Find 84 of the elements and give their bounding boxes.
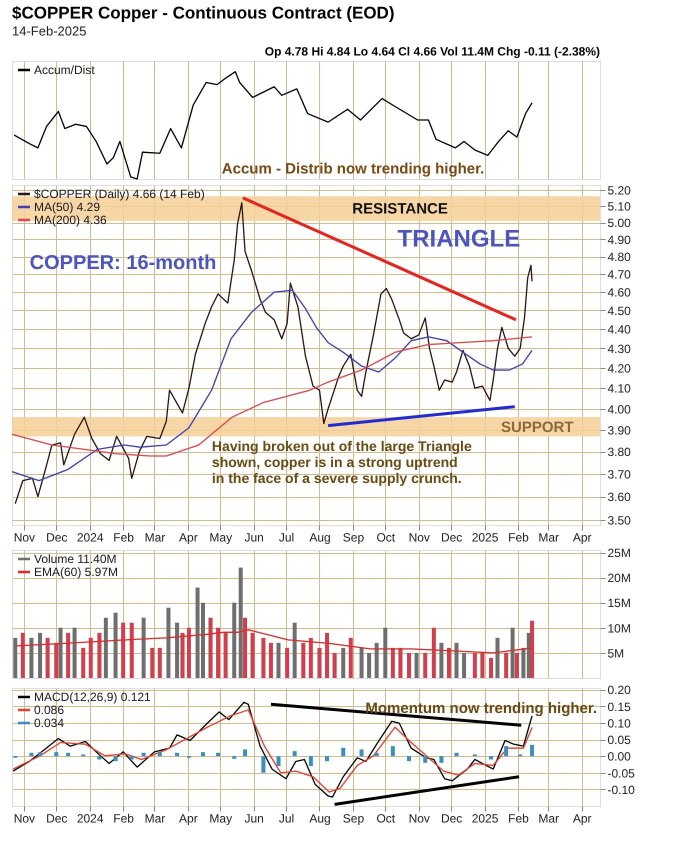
y-tick-label: 0.00 <box>608 750 632 764</box>
y-tick-label: 4.90 <box>608 232 632 247</box>
y-tick-label: 4.00 <box>608 402 632 416</box>
x-tick-label: 2024 <box>76 530 104 544</box>
x-tick-label: Dec <box>46 530 68 544</box>
legend-label: Volume 11.40M <box>34 552 116 566</box>
y-tick-label: 0.05 <box>608 733 632 748</box>
x-tick-label: Mar <box>538 812 560 826</box>
x-tick-label: Dec <box>440 812 462 826</box>
legend-label: EMA(60) 5.97M <box>34 565 118 579</box>
x-tick-label: Dec <box>46 812 68 826</box>
y-tick-label: 10M <box>608 621 631 636</box>
x-tick-label: Nov <box>408 812 430 826</box>
y-tick-label: 3.70 <box>608 467 632 482</box>
x-tick-label: Mar <box>144 812 166 826</box>
x-tick-label: Feb <box>113 812 134 826</box>
y-tick-label: 5.20 <box>608 183 632 198</box>
text: Op 4.78 Hi 4.84 Lo 4.64 Cl 4.66 Vol 11.4M Chg -0.11 (-2.38%) <box>264 44 600 59</box>
y-tick-label: 0.15 <box>608 700 632 714</box>
x-tick-label: Oct <box>376 530 396 544</box>
y-tick-label: 3.60 <box>608 490 632 504</box>
x-tick-label: Jun <box>244 812 264 826</box>
x-tick-label: 2024 <box>76 812 104 826</box>
x-tick-label: Nov <box>14 812 36 826</box>
legend-label: MA(50) 4.29 <box>34 200 100 214</box>
legend-label: 0.086 <box>34 703 64 717</box>
y-tick-label: 4.30 <box>608 342 632 356</box>
x-tick-label: Aug <box>309 530 331 544</box>
y-tick-label: 0.20 <box>608 683 632 698</box>
chart-title: $COPPER Copper - Continuous Contract (EOD) <box>12 4 394 23</box>
y-tick-label: 4.20 <box>608 362 632 376</box>
x-tick-label: Jul <box>278 530 294 544</box>
y-tick-label: 4.80 <box>608 250 632 264</box>
x-tick-label: Feb <box>508 812 530 826</box>
line-series <box>14 629 533 654</box>
y-tick-label: 3.90 <box>608 423 632 438</box>
y-tick-label: 5.10 <box>608 200 632 214</box>
x-tick-label: Apr <box>179 812 198 826</box>
x-tick-label: Sep <box>342 812 364 826</box>
x-tick-label: 2025 <box>472 812 499 826</box>
x-tick-label: Nov <box>14 530 36 544</box>
x-tick-label: Sep <box>342 530 364 544</box>
legend-label: $COPPER (Daily) 4.66 (14 Feb) <box>34 187 205 201</box>
y-tick-label: 3.80 <box>608 445 632 460</box>
y-tick-label: -0.05 <box>608 766 636 780</box>
legend-label: MA(200) 4.36 <box>34 213 108 227</box>
band-label: RESISTANCE <box>352 200 448 218</box>
legend-label: MACD(12,26,9) 0.121 <box>34 690 152 704</box>
x-tick-label: May <box>209 530 232 544</box>
legend-label: Accum/Dist <box>34 63 96 77</box>
y-tick-label: 20M <box>608 571 631 586</box>
chart-subtitle: 14-Feb-2025 <box>12 24 86 39</box>
annotation: Accum - Distrib now trending higher. <box>222 160 484 178</box>
x-tick-label: Feb <box>508 530 530 544</box>
x-tick-label: Feb <box>113 530 134 544</box>
y-tick-label: 25M <box>608 546 631 560</box>
x-tick-label: Aug <box>309 812 331 826</box>
x-tick-label: Nov <box>408 530 430 544</box>
y-tick-label: 4.70 <box>608 268 632 282</box>
y-tick-label: 5.00 <box>608 216 632 230</box>
x-tick-label: Oct <box>376 812 396 826</box>
y-tick-label: 0.10 <box>608 716 632 730</box>
x-tick-label: Jul <box>278 812 294 826</box>
y-tick-label: 3.50 <box>608 514 632 528</box>
y-tick-label: 4.60 <box>608 286 632 300</box>
legend-label: 0.034 <box>34 716 64 730</box>
x-tick-label: Dec <box>440 530 462 544</box>
x-tick-label: 2025 <box>472 530 499 544</box>
x-tick-label: Apr <box>572 812 592 826</box>
y-tick-label: -0.10 <box>608 782 636 797</box>
y-tick-label: 4.50 <box>608 304 632 318</box>
x-tick-label: Jun <box>244 530 264 544</box>
x-tick-label: Mar <box>144 530 166 544</box>
y-tick-label: 4.10 <box>608 382 632 396</box>
y-tick-label: 4.40 <box>608 322 632 337</box>
x-tick-label: May <box>209 812 232 826</box>
annotation: Having broken out of the large Triangle shown, copper is in a strong uptrend in the face of a severe supply crunch. <box>212 438 472 486</box>
x-tick-label: Mar <box>538 530 560 544</box>
annotation: Momentum now trending higher. <box>365 700 598 717</box>
band-label: SUPPORT <box>501 418 574 436</box>
y-tick-label: 15M <box>608 596 631 610</box>
x-tick-label: Apr <box>179 530 198 544</box>
x-tick-label: Apr <box>572 530 592 544</box>
y-tick-label: 5M <box>608 646 624 660</box>
